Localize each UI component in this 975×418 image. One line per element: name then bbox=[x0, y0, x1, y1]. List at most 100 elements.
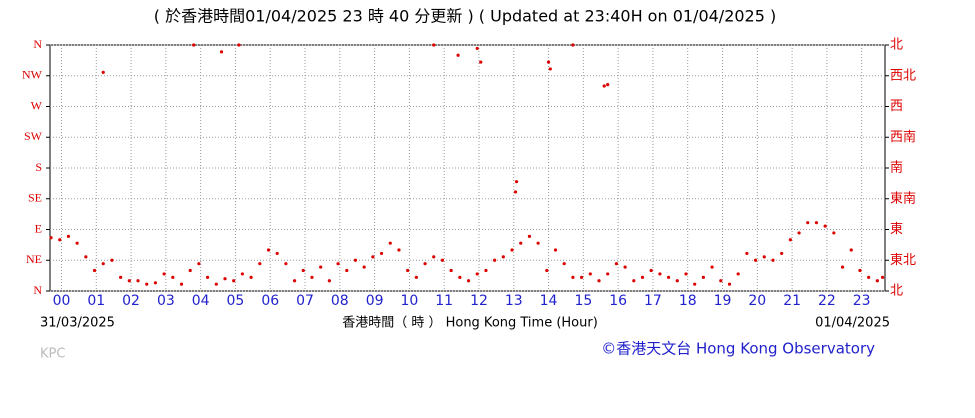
data-point bbox=[519, 241, 523, 245]
data-point bbox=[414, 275, 418, 279]
data-point bbox=[684, 272, 688, 276]
y2-tick-label: 西南 bbox=[890, 129, 916, 145]
y-tick-label: NW bbox=[22, 68, 43, 82]
data-point bbox=[832, 231, 836, 235]
data-point bbox=[353, 258, 358, 262]
data-point bbox=[814, 221, 819, 225]
data-point bbox=[206, 275, 210, 279]
data-point bbox=[479, 60, 483, 64]
data-point bbox=[214, 282, 218, 286]
data-point bbox=[797, 231, 801, 235]
data-point bbox=[284, 262, 288, 266]
data-point bbox=[275, 251, 279, 256]
x-tick-label: 14 bbox=[540, 293, 558, 309]
data-point bbox=[880, 275, 885, 279]
data-point bbox=[119, 275, 123, 279]
data-point bbox=[449, 268, 453, 273]
x-tick-label: 01 bbox=[87, 293, 105, 309]
x-tick-label: 09 bbox=[366, 293, 384, 309]
x-tick-label: 13 bbox=[505, 293, 523, 309]
data-point bbox=[536, 241, 540, 245]
x-tick-label: 22 bbox=[818, 293, 836, 309]
data-point bbox=[780, 251, 784, 256]
data-point bbox=[745, 251, 749, 256]
data-point bbox=[675, 279, 679, 283]
data-point bbox=[423, 262, 427, 266]
data-point bbox=[858, 268, 862, 273]
data-point bbox=[753, 258, 758, 262]
data-point bbox=[771, 258, 775, 262]
y-tick-label: SE bbox=[28, 191, 42, 205]
x-tick-label: 10 bbox=[400, 293, 418, 309]
data-point bbox=[514, 180, 519, 184]
x-tick-label: 21 bbox=[783, 293, 801, 309]
data-point bbox=[806, 221, 810, 225]
data-point bbox=[219, 50, 224, 54]
data-point bbox=[823, 224, 827, 228]
data-point bbox=[162, 272, 166, 276]
data-point bbox=[145, 282, 149, 286]
y-tick-label: E bbox=[35, 221, 42, 235]
x-tick-label: 17 bbox=[644, 293, 662, 309]
x-tick-label: 12 bbox=[470, 293, 488, 309]
x-tick-label: 19 bbox=[714, 293, 732, 309]
data-point bbox=[484, 268, 488, 273]
x-tick-label: 11 bbox=[435, 293, 453, 309]
y2-tick-label: 南 bbox=[890, 160, 903, 176]
data-point bbox=[192, 43, 196, 47]
data-point bbox=[466, 279, 471, 283]
data-point bbox=[127, 279, 131, 283]
data-point bbox=[571, 275, 575, 279]
x-tick-label: 00 bbox=[53, 293, 71, 309]
data-point bbox=[666, 275, 671, 279]
data-point bbox=[475, 272, 479, 276]
data-point bbox=[762, 255, 766, 259]
data-point bbox=[362, 265, 366, 269]
data-point bbox=[49, 236, 53, 240]
x-tick-label: 03 bbox=[157, 293, 175, 309]
y2-tick-label: 東南 bbox=[890, 190, 916, 206]
data-point bbox=[327, 279, 331, 283]
data-point bbox=[345, 268, 349, 273]
data-point bbox=[432, 43, 436, 47]
data-point bbox=[640, 275, 645, 279]
data-point bbox=[597, 279, 601, 283]
data-point bbox=[58, 238, 62, 242]
data-point bbox=[379, 251, 384, 256]
data-point bbox=[456, 53, 460, 57]
x-tick-label: 06 bbox=[261, 293, 279, 309]
x-tick-label: 02 bbox=[122, 293, 140, 309]
x-tick-label: 07 bbox=[296, 293, 314, 309]
data-point bbox=[258, 262, 262, 266]
data-point bbox=[527, 234, 532, 238]
data-point bbox=[458, 275, 462, 279]
data-point bbox=[101, 70, 105, 74]
data-point bbox=[606, 272, 610, 276]
data-point bbox=[171, 275, 175, 279]
y2-tick-label: 東 bbox=[890, 221, 903, 237]
data-point bbox=[92, 268, 97, 273]
data-point bbox=[649, 268, 653, 273]
data-point bbox=[701, 275, 705, 279]
data-point bbox=[545, 268, 549, 273]
end-date: 01/04/2025 bbox=[815, 316, 890, 331]
x-axis-label: 香港時間（ 時 ） Hong Kong Time (Hour) bbox=[342, 316, 598, 331]
data-point bbox=[406, 268, 410, 273]
data-point bbox=[602, 84, 606, 88]
data-point bbox=[240, 272, 244, 276]
data-point bbox=[623, 265, 627, 269]
data-point bbox=[513, 190, 518, 194]
y-tick-label: N bbox=[33, 37, 42, 51]
y-tick-label: N bbox=[33, 283, 42, 297]
source: ©香港天文台 Hong Kong Observatory bbox=[601, 340, 875, 358]
data-point bbox=[562, 262, 566, 266]
y2-tick-label: 北 bbox=[890, 38, 903, 53]
data-point bbox=[136, 279, 140, 283]
data-point bbox=[710, 265, 714, 269]
data-point bbox=[588, 272, 592, 276]
y2-tick-label: 西 bbox=[890, 99, 903, 114]
data-point bbox=[658, 272, 662, 276]
data-point bbox=[197, 262, 201, 266]
y2-tick-label: 東北 bbox=[890, 252, 916, 268]
